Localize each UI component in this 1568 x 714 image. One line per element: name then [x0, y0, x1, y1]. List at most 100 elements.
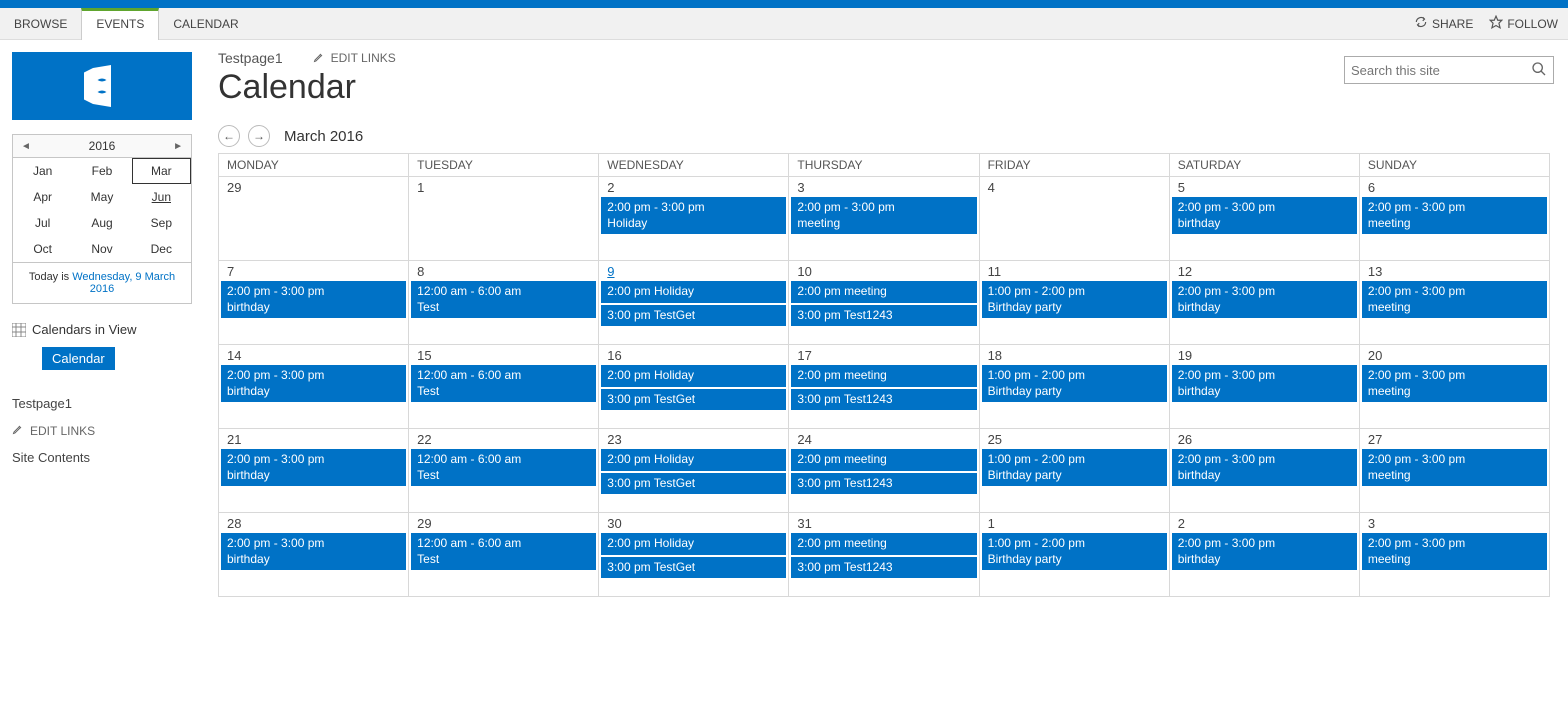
follow-button[interactable]: FOLLOW: [1489, 15, 1558, 32]
calendar-event[interactable]: 1:00 pm - 2:00 pmBirthday party: [982, 449, 1167, 486]
day-cell[interactable]: 1: [409, 177, 599, 261]
day-cell[interactable]: 192:00 pm - 3:00 pmbirthday: [1170, 345, 1360, 429]
day-cell[interactable]: 181:00 pm - 2:00 pmBirthday party: [980, 345, 1170, 429]
day-cell[interactable]: 202:00 pm - 3:00 pmmeeting: [1360, 345, 1550, 429]
day-cell[interactable]: 142:00 pm - 3:00 pmbirthday: [219, 345, 409, 429]
calendar-event[interactable]: 2:00 pm meeting: [791, 365, 976, 387]
day-cell[interactable]: 1512:00 am - 6:00 amTest: [409, 345, 599, 429]
ribbon-tab-calendar[interactable]: CALENDAR: [159, 8, 252, 40]
day-cell[interactable]: 72:00 pm - 3:00 pmbirthday: [219, 261, 409, 345]
calendar-event[interactable]: 1:00 pm - 2:00 pmBirthday party: [982, 533, 1167, 570]
calendar-event[interactable]: 12:00 am - 6:00 amTest: [411, 281, 596, 318]
ribbon-tab-events[interactable]: EVENTS: [81, 8, 159, 40]
day-cell[interactable]: 22:00 pm - 3:00 pmHoliday: [599, 177, 789, 261]
day-cell[interactable]: 282:00 pm - 3:00 pmbirthday: [219, 513, 409, 597]
month-jan[interactable]: Jan: [13, 158, 72, 184]
month-dec[interactable]: Dec: [132, 236, 191, 262]
calendar-event[interactable]: 2:00 pm - 3:00 pmbirthday: [221, 449, 406, 486]
day-cell[interactable]: 32:00 pm - 3:00 pmmeeting: [1360, 513, 1550, 597]
calendar-event[interactable]: 1:00 pm - 2:00 pmBirthday party: [982, 281, 1167, 318]
day-cell[interactable]: 32:00 pm - 3:00 pmmeeting: [789, 177, 979, 261]
day-cell[interactable]: 812:00 am - 6:00 amTest: [409, 261, 599, 345]
day-cell[interactable]: 262:00 pm - 3:00 pmbirthday: [1170, 429, 1360, 513]
calendar-event[interactable]: 3:00 pm Test1243: [791, 557, 976, 579]
breadcrumb[interactable]: Testpage1: [218, 50, 283, 66]
calendar-event[interactable]: 12:00 am - 6:00 amTest: [411, 365, 596, 402]
calendar-event[interactable]: 2:00 pm - 3:00 pmHoliday: [601, 197, 786, 234]
day-cell[interactable]: 132:00 pm - 3:00 pmmeeting: [1360, 261, 1550, 345]
day-cell[interactable]: 102:00 pm meeting3:00 pm Test1243: [789, 261, 979, 345]
day-cell[interactable]: 232:00 pm Holiday3:00 pm TestGet: [599, 429, 789, 513]
month-apr[interactable]: Apr: [13, 184, 72, 210]
calendar-event[interactable]: 2:00 pm meeting: [791, 449, 976, 471]
calendar-event[interactable]: 2:00 pm Holiday: [601, 449, 786, 471]
year-next-button[interactable]: ►: [173, 141, 183, 152]
month-oct[interactable]: Oct: [13, 236, 72, 262]
calendar-event[interactable]: 2:00 pm - 3:00 pmmeeting: [1362, 449, 1547, 486]
share-button[interactable]: SHARE: [1414, 15, 1473, 32]
calendar-event[interactable]: 2:00 pm - 3:00 pmbirthday: [1172, 365, 1357, 402]
calendar-event[interactable]: 2:00 pm - 3:00 pmbirthday: [1172, 281, 1357, 318]
ribbon-tab-browse[interactable]: BROWSE: [0, 8, 81, 40]
calendar-event[interactable]: 3:00 pm TestGet: [601, 473, 786, 495]
month-nov[interactable]: Nov: [72, 236, 131, 262]
calendar-event[interactable]: 2:00 pm - 3:00 pmbirthday: [1172, 533, 1357, 570]
search-box[interactable]: [1344, 56, 1554, 84]
calendar-event[interactable]: 3:00 pm Test1243: [791, 389, 976, 411]
calendar-event[interactable]: 2:00 pm - 3:00 pmbirthday: [221, 533, 406, 570]
edit-links-button[interactable]: EDIT LINKS: [313, 51, 396, 66]
day-cell[interactable]: 302:00 pm Holiday3:00 pm TestGet: [599, 513, 789, 597]
day-cell[interactable]: 2212:00 am - 6:00 amTest: [409, 429, 599, 513]
year-prev-button[interactable]: ◄: [21, 141, 31, 152]
calendar-event[interactable]: 2:00 pm - 3:00 pmbirthday: [1172, 197, 1357, 234]
calendar-event[interactable]: 1:00 pm - 2:00 pmBirthday party: [982, 365, 1167, 402]
calendar-event[interactable]: 2:00 pm - 3:00 pmmeeting: [1362, 281, 1547, 318]
site-logo[interactable]: [12, 52, 192, 120]
day-cell[interactable]: 11:00 pm - 2:00 pmBirthday party: [980, 513, 1170, 597]
calendar-event[interactable]: 2:00 pm Holiday: [601, 365, 786, 387]
calendar-event[interactable]: 2:00 pm - 3:00 pmmeeting: [1362, 365, 1547, 402]
sidebar-edit-links[interactable]: EDIT LINKS: [12, 417, 198, 444]
day-cell[interactable]: 111:00 pm - 2:00 pmBirthday party: [980, 261, 1170, 345]
day-cell[interactable]: 29: [219, 177, 409, 261]
month-sep[interactable]: Sep: [132, 210, 191, 236]
calendar-event[interactable]: 2:00 pm Holiday: [601, 533, 786, 555]
calendar-event[interactable]: 3:00 pm TestGet: [601, 389, 786, 411]
calendar-event[interactable]: 3:00 pm Test1243: [791, 473, 976, 495]
calendar-event[interactable]: 3:00 pm Test1243: [791, 305, 976, 327]
sidebar-item-site-contents[interactable]: Site Contents: [12, 444, 198, 471]
calendar-event[interactable]: 3:00 pm TestGet: [601, 305, 786, 327]
day-cell[interactable]: 2912:00 am - 6:00 amTest: [409, 513, 599, 597]
day-cell[interactable]: 62:00 pm - 3:00 pmmeeting: [1360, 177, 1550, 261]
calendar-event[interactable]: 2:00 pm - 3:00 pmmeeting: [1362, 197, 1547, 234]
day-cell[interactable]: 52:00 pm - 3:00 pmbirthday: [1170, 177, 1360, 261]
month-may[interactable]: May: [72, 184, 131, 210]
month-aug[interactable]: Aug: [72, 210, 131, 236]
calendar-event[interactable]: 2:00 pm meeting: [791, 281, 976, 303]
month-feb[interactable]: Feb: [72, 158, 131, 184]
day-cell[interactable]: 212:00 pm - 3:00 pmbirthday: [219, 429, 409, 513]
day-cell[interactable]: 92:00 pm Holiday3:00 pm TestGet: [599, 261, 789, 345]
search-input[interactable]: [1351, 63, 1531, 78]
calendar-event[interactable]: 2:00 pm - 3:00 pmbirthday: [221, 281, 406, 318]
sidebar-item-testpage1[interactable]: Testpage1: [12, 390, 198, 417]
calendar-event[interactable]: 2:00 pm - 3:00 pmbirthday: [1172, 449, 1357, 486]
day-cell[interactable]: 4: [980, 177, 1170, 261]
prev-month-button[interactable]: ←: [218, 125, 240, 147]
day-cell[interactable]: 312:00 pm meeting3:00 pm Test1243: [789, 513, 979, 597]
calendar-event[interactable]: 2:00 pm meeting: [791, 533, 976, 555]
next-month-button[interactable]: →: [248, 125, 270, 147]
day-cell[interactable]: 251:00 pm - 2:00 pmBirthday party: [980, 429, 1170, 513]
calendar-event[interactable]: 12:00 am - 6:00 amTest: [411, 449, 596, 486]
calendar-event[interactable]: 2:00 pm - 3:00 pmbirthday: [221, 365, 406, 402]
calendar-event[interactable]: 3:00 pm TestGet: [601, 557, 786, 579]
day-cell[interactable]: 172:00 pm meeting3:00 pm Test1243: [789, 345, 979, 429]
calendar-event[interactable]: 12:00 am - 6:00 amTest: [411, 533, 596, 570]
month-jul[interactable]: Jul: [13, 210, 72, 236]
day-cell[interactable]: 122:00 pm - 3:00 pmbirthday: [1170, 261, 1360, 345]
month-jun[interactable]: Jun: [132, 184, 191, 210]
calendar-event[interactable]: 2:00 pm - 3:00 pmmeeting: [1362, 533, 1547, 570]
day-cell[interactable]: 162:00 pm Holiday3:00 pm TestGet: [599, 345, 789, 429]
day-cell[interactable]: 272:00 pm - 3:00 pmmeeting: [1360, 429, 1550, 513]
month-mar[interactable]: Mar: [132, 158, 191, 184]
